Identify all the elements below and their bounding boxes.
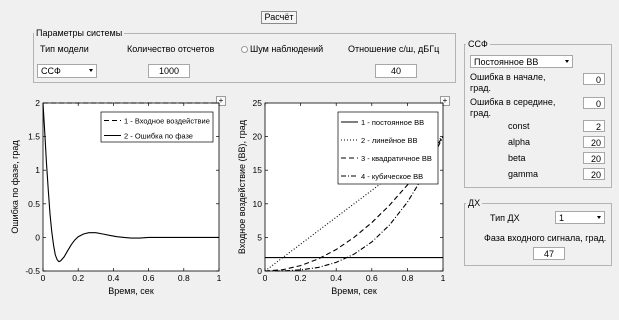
param-gamma-input[interactable]: 20 xyxy=(583,168,605,180)
dx-phase-input[interactable]: 47 xyxy=(533,247,565,260)
legend-label-4: 4 - кубическое ВВ xyxy=(361,172,423,181)
dx-type-value: 1 xyxy=(559,213,565,223)
y-tick-label: 0 xyxy=(257,266,262,276)
x-tick-label: 1 xyxy=(441,273,446,283)
plot-area xyxy=(42,102,220,272)
dx-type-select[interactable]: 1 xyxy=(555,211,605,224)
legend-label-2: 2 - Ошибка по фазе xyxy=(124,132,193,141)
x-tick-label: 1 xyxy=(217,273,222,283)
param-gamma-label: gamma xyxy=(508,169,539,179)
legend-label-1: 1 - Входное воздействие xyxy=(124,117,210,126)
model-type-label: Тип модели xyxy=(40,44,89,54)
ssf-type-select[interactable]: Постоянное ВВ xyxy=(470,55,573,68)
x-axis-label: Время, сек xyxy=(108,286,154,296)
x-tick-label: 0.4 xyxy=(107,273,119,283)
dx-group xyxy=(464,203,612,266)
y-tick-label: 5 xyxy=(257,232,262,242)
dx-type-label: Тип ДХ xyxy=(490,213,520,223)
dx-phase-label: Фаза входного сигнала, град. xyxy=(484,233,607,243)
y-tick-label: 25 xyxy=(253,98,263,108)
series-line-4 xyxy=(264,136,444,272)
x-tick-label: 0.2 xyxy=(72,273,84,283)
ssf-type-value: Постоянное ВВ xyxy=(474,57,539,67)
model-type-value: ССФ xyxy=(41,66,61,76)
err-start-label: Ошибка в начале, град. xyxy=(470,72,546,93)
model-type-select[interactable]: ССФ xyxy=(37,64,97,78)
legend-label-3: 3 - квадратичное ВВ xyxy=(361,154,432,163)
y-axis-label: Входное воздействие (ВВ), град xyxy=(237,119,247,254)
y-tick-label: 1 xyxy=(35,165,40,175)
legend-label-2: 2 - линейное ВВ xyxy=(361,136,417,145)
plot2-toolbar-button[interactable]: + xyxy=(440,96,450,106)
dx-title: ДХ xyxy=(466,198,483,208)
y-tick-label: 15 xyxy=(253,165,263,175)
series-line-2 xyxy=(264,136,444,272)
noise-label: Шум наблюдений xyxy=(250,44,324,54)
snr-input[interactable]: 40 xyxy=(375,64,417,78)
x-tick-label: 0.8 xyxy=(401,273,413,283)
samples-label: Количество отсчетов xyxy=(127,44,215,54)
snr-label: Отношение с/ш, дБГц xyxy=(348,44,440,54)
y-tick-label: 20 xyxy=(253,132,263,142)
param-beta-label: beta xyxy=(508,153,526,163)
param-alpha-input[interactable]: 20 xyxy=(583,136,605,148)
x-tick-label: 0 xyxy=(263,273,268,283)
x-tick-label: 0 xyxy=(41,273,46,283)
chevron-down-icon xyxy=(565,60,569,63)
err-mid-label: Ошибка в середине, град. xyxy=(470,97,556,118)
legend-label-1: 1 - постоянное ВВ xyxy=(361,118,424,127)
calc-button[interactable]: Расчёт xyxy=(261,11,297,24)
series-line-3 xyxy=(264,136,444,272)
x-tick-label: 0.6 xyxy=(143,273,155,283)
chevron-down-icon xyxy=(89,69,93,72)
samples-input[interactable]: 1000 xyxy=(148,64,190,78)
plot1-toolbar-button[interactable]: + xyxy=(216,96,226,106)
x-tick-label: 0.2 xyxy=(295,273,307,283)
param-const-label: const xyxy=(508,121,530,131)
err-mid-input[interactable]: 0 xyxy=(583,97,605,109)
ssf-title: ССФ xyxy=(466,39,490,49)
y-tick-label: 10 xyxy=(253,199,263,209)
y-tick-label: 2 xyxy=(35,98,40,108)
param-const-input[interactable]: 2 xyxy=(583,120,605,132)
series-line-2 xyxy=(42,102,219,263)
plot-area xyxy=(264,102,444,272)
x-axis-label: Время, сек xyxy=(331,286,377,296)
ssf-group xyxy=(464,44,612,188)
err-start-input[interactable]: 0 xyxy=(583,73,605,85)
x-tick-label: 0.8 xyxy=(178,273,190,283)
legend-box xyxy=(100,111,214,143)
x-tick-label: 0.6 xyxy=(366,273,378,283)
y-tick-label: -0.5 xyxy=(25,266,40,276)
param-alpha-label: alpha xyxy=(508,137,531,147)
chevron-down-icon xyxy=(597,216,601,219)
system-params-title: Параметры системы xyxy=(34,28,125,38)
y-axis-label: Ошибка по фазе, град xyxy=(10,140,20,234)
param-beta-input[interactable]: 20 xyxy=(583,152,605,164)
y-tick-label: 0 xyxy=(35,232,40,242)
legend-box xyxy=(337,111,439,185)
system-params-group xyxy=(33,33,456,83)
noise-radio[interactable] xyxy=(241,46,248,53)
y-tick-label: 1.5 xyxy=(28,132,40,142)
x-tick-label: 0.4 xyxy=(330,273,342,283)
y-tick-label: 0.5 xyxy=(28,199,40,209)
